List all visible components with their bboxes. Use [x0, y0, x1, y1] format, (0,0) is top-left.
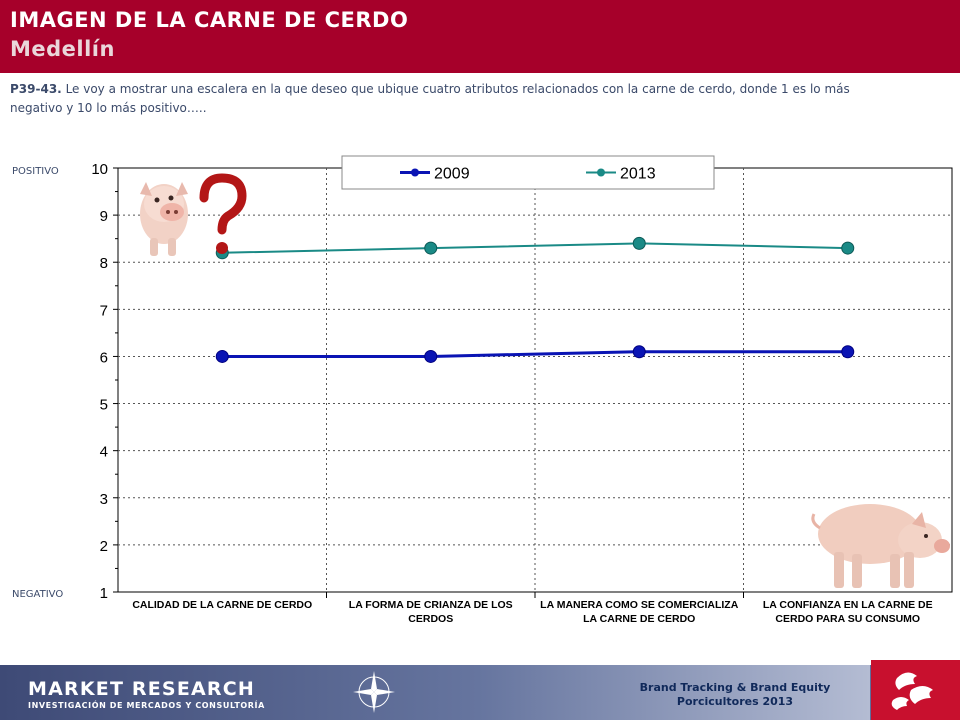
series-line-2009: [222, 350, 848, 358]
data-point-2009: [632, 345, 646, 359]
logo-tagline: INVESTIGACIÓN DE MERCADOS Y CONSULTORÍA: [28, 701, 265, 710]
series-line-2013: [222, 242, 848, 254]
legend-label: 2013: [620, 166, 656, 183]
compass-icon: [353, 671, 395, 713]
pig-standing-image: [811, 504, 950, 588]
x-category-label: LA CONFIANZA EN LA CARNE DE CERDO PARA SU…: [763, 599, 933, 625]
footer-banner: MARKET RESEARCH INVESTIGACIÓN DE MERCADO…: [0, 665, 960, 720]
page-title: IMAGEN DE LA CARNE DE CERDO: [10, 8, 409, 32]
brand-block: Brand Tracking & Brand Equity Porciculto…: [580, 681, 850, 709]
page-subtitle: Medellín: [10, 37, 115, 61]
data-point-2009: [215, 349, 229, 363]
header-banner: IMAGEN DE LA CARNE DE CERDO Medellín: [0, 0, 960, 73]
logo-text: MARKET RESEARCH: [28, 678, 255, 700]
question-code: P39-43.: [10, 82, 62, 96]
x-category-label: LA FORMA DE CRIANZA DE LOS CERDOS: [349, 599, 513, 625]
corner-logo: [871, 660, 960, 720]
line-chart: 1 2 3 4 5 6 7 8 9 10 CALIDAD DE LA CARNE DE CERDO L…: [91, 155, 953, 625]
negative-label: NEGATIVO: [12, 589, 64, 600]
y-tick-label: 6: [100, 349, 108, 366]
y-tick-label: 10: [91, 161, 108, 178]
question-body: Le voy a mostrar una escalera en la que …: [10, 82, 850, 115]
x-category-label: LA MANERA COMO SE COMERCIALIZA LA CARNE D…: [540, 599, 739, 625]
data-point-2013: [632, 236, 646, 250]
y-tick-label: 7: [100, 302, 108, 319]
y-tick-label: 4: [100, 444, 108, 461]
positive-label: POSITIVO: [12, 166, 59, 177]
y-tick-label: 5: [100, 397, 108, 414]
data-point-2009: [424, 349, 438, 363]
legend-box: [341, 155, 715, 190]
data-point-2013: [841, 241, 855, 255]
legend-marker: [411, 168, 419, 177]
footer-gradient: [0, 665, 870, 720]
y-tick-label: 8: [100, 255, 108, 272]
pigs-logo-icon: [891, 672, 933, 710]
brand-line-2: Porcicultores 2013: [676, 695, 794, 708]
pig-question-image: [140, 173, 247, 256]
data-point-2013: [424, 241, 438, 255]
y-tick-label: 9: [100, 208, 108, 225]
x-category-label: CALIDAD DE LA CARNE DE CERDO: [132, 599, 312, 611]
brand-line-1: Brand Tracking & Brand Equity: [639, 681, 831, 694]
y-tick-label: 2: [100, 538, 108, 555]
question-text: P39-43. Le voy a mostrar una escalera en…: [10, 80, 870, 118]
y-tick-label: 3: [100, 491, 108, 508]
data-point-2009: [841, 345, 855, 359]
legend-label: 2009: [434, 166, 470, 183]
legend-marker: [597, 168, 605, 177]
y-tick-label: 1: [100, 585, 108, 602]
